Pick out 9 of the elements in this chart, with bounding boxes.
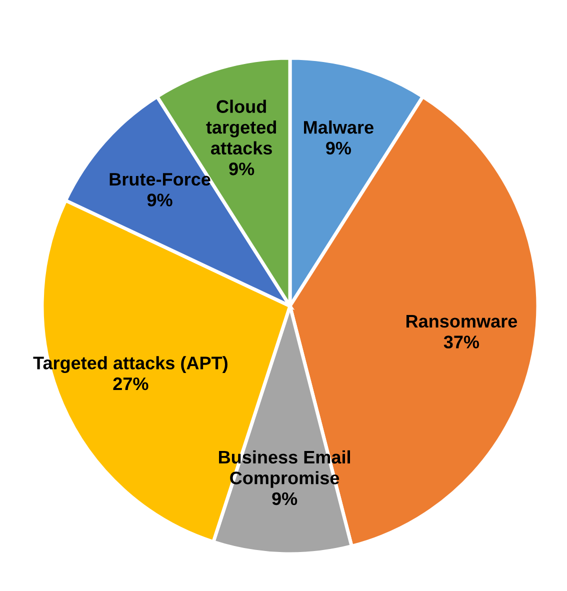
data-label: 9%: [147, 194, 172, 206]
slice-label: Malware: [304, 120, 374, 134]
data-label: 9%: [272, 492, 298, 506]
data-label: 9%: [326, 142, 352, 155]
data-label: 37%: [444, 336, 480, 348]
data-label: 9%: [229, 162, 254, 176]
data-label: 27%: [113, 377, 148, 390]
slice-label: Cloud targeted attacks: [206, 100, 276, 155]
slice-label: Ransomware: [406, 315, 518, 328]
